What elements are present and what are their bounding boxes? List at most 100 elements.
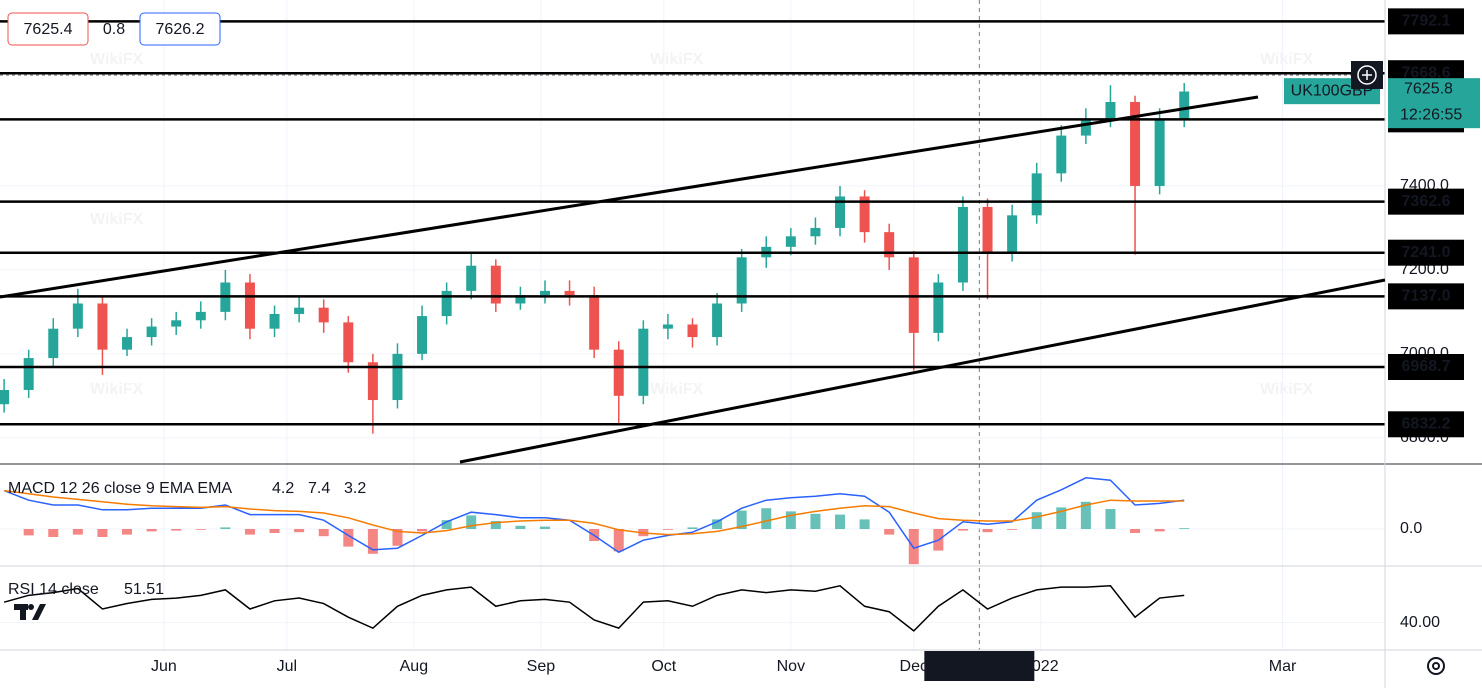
candle-body (1056, 135, 1067, 174)
macd-histogram-bar (294, 529, 305, 533)
y-tick-label: 40.00 (1400, 614, 1440, 631)
macd-histogram-bar (982, 529, 993, 533)
macd-legend-value: 7.4 (308, 480, 330, 497)
crosshair-button[interactable] (1351, 61, 1383, 89)
watermark: WikiFX (1260, 51, 1314, 68)
macd-histogram-bar (1031, 512, 1042, 529)
logo (14, 604, 46, 620)
x-tick-label: Sep (527, 658, 556, 675)
candle-body (835, 196, 846, 228)
candle-body (367, 362, 378, 401)
candle-body (72, 303, 83, 329)
ask-box[interactable] (139, 12, 221, 46)
level-label: 6968.7 (1402, 358, 1451, 375)
macd-histogram-bar (810, 513, 821, 529)
candle-body (539, 290, 550, 296)
macd-histogram-bar (417, 529, 428, 532)
ask[interactable]: 7626.2 (156, 21, 205, 38)
macd-histogram-bar (712, 519, 723, 529)
candle-body (1105, 102, 1116, 119)
macd-histogram-bar (884, 529, 895, 535)
macd-histogram-bar (859, 519, 870, 529)
level-label: 7241.0 (1402, 244, 1451, 261)
macd-histogram-bar (785, 511, 796, 529)
candle-body (1179, 91, 1190, 119)
candle-body (613, 349, 624, 396)
last-price: 7625.8 (1404, 80, 1453, 97)
candle-body (1130, 102, 1141, 186)
level-label: 7792.1 (1402, 13, 1451, 30)
macd-title: MACD 12 26 close 9 EMA EMA (8, 480, 232, 497)
watermark: WikiFX (650, 51, 704, 68)
macd-histogram-bar (1105, 509, 1116, 529)
macd-histogram-bar (687, 527, 698, 529)
level-label-bg (1388, 8, 1464, 35)
crosshair-label-bg (924, 651, 1035, 681)
macd-histogram-bar (441, 520, 452, 529)
panes (0, 20, 1385, 632)
macd-histogram-bar (367, 529, 378, 554)
candle-body (392, 353, 403, 401)
candle-body (441, 290, 452, 317)
macd-histogram-bar (269, 529, 280, 533)
macd-histogram-bar (318, 529, 329, 537)
candle-body (589, 295, 600, 350)
x-tick-label: Mar (1269, 658, 1297, 675)
macd-histogram-bar (220, 527, 231, 529)
macd-histogram-bar (957, 529, 968, 531)
grid (0, 0, 1385, 650)
x-tick-label: Nov (777, 658, 805, 675)
trend-line (459, 278, 1386, 464)
macd-histogram-bar (736, 510, 747, 529)
candle-body (1007, 215, 1018, 254)
level-label-bg (1388, 188, 1464, 215)
countdown: 12:26:55 (1400, 106, 1462, 123)
rsi-title: RSI 14 close (8, 581, 99, 598)
macd-line (4, 489, 1185, 536)
candle-body (662, 324, 673, 329)
candle-body (23, 358, 34, 390)
macd-histogram-bar (1130, 529, 1141, 533)
candle-body (564, 290, 575, 296)
macd-histogram-bar (97, 529, 108, 537)
bid-box[interactable] (7, 12, 89, 46)
candle-body (712, 303, 723, 338)
macd-histogram-bar (392, 529, 403, 546)
candle-body (294, 307, 305, 314)
candle-body (884, 232, 895, 258)
macd-histogram-bar (490, 521, 501, 529)
macd-legend-value: 4.2 (272, 480, 294, 497)
macd-histogram-bar (244, 529, 255, 535)
candle-body (48, 328, 59, 359)
macd-histogram-bar (171, 529, 182, 531)
candle-body (343, 322, 354, 363)
trend-line (0, 95, 1259, 299)
level-label-bg (1388, 239, 1464, 266)
overlay: Jun Jul Aug Sep Oct Nov Dec 2022 Mar6800.07000.0… (7, 8, 1480, 681)
macd-histogram-bar (662, 529, 673, 530)
watermark: WikiFX (90, 51, 144, 68)
bid[interactable]: 7625.4 (24, 21, 73, 38)
macd-histogram-bar (761, 508, 772, 529)
candle-body (417, 316, 428, 354)
candle-body (195, 311, 206, 321)
candle-body (490, 265, 501, 304)
candle-body (515, 295, 526, 304)
level-label: 7362.6 (1402, 193, 1451, 210)
macd-histogram-bar (48, 529, 59, 537)
rsi-line (3, 584, 1185, 632)
level-label: 6832.2 (1402, 416, 1451, 433)
candle-body (466, 265, 477, 291)
settings-icon[interactable] (1427, 657, 1445, 675)
candle-body (146, 326, 157, 338)
level-label: 7137.0 (1402, 288, 1451, 305)
rsi-value: 51.51 (124, 581, 164, 598)
x-tick-label: Jul (277, 658, 297, 675)
macd-histogram-bar (466, 515, 477, 529)
macd-histogram-bar (72, 529, 83, 535)
watermark: WikiFX (1260, 381, 1314, 398)
macd-histogram-bar (539, 526, 550, 529)
